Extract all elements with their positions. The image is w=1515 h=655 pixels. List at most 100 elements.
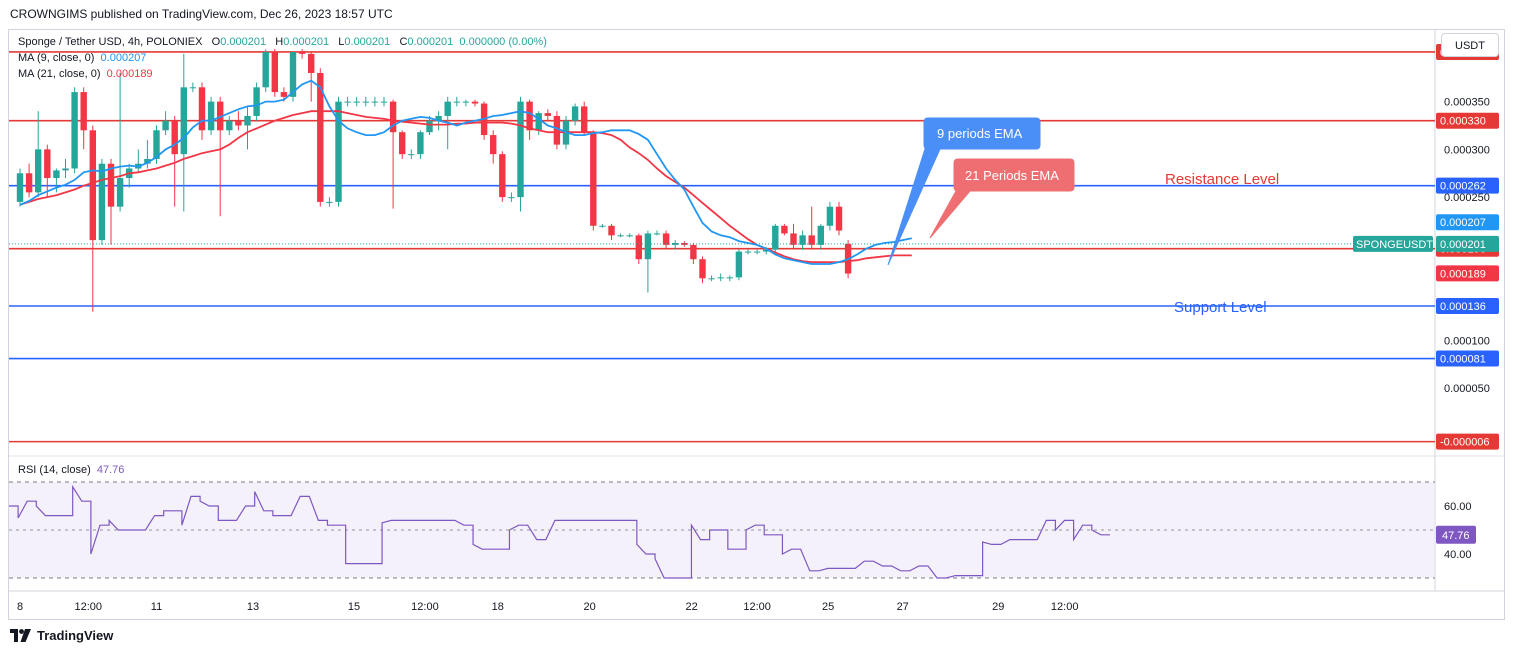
candle bbox=[80, 87, 87, 150]
candle bbox=[490, 130, 497, 164]
candle bbox=[553, 111, 561, 150]
tradingview-logo[interactable]: TradingView bbox=[10, 628, 113, 643]
candle bbox=[317, 68, 324, 207]
candle bbox=[599, 223, 606, 228]
candle-body bbox=[180, 87, 187, 155]
candle bbox=[790, 223, 797, 250]
candle-body bbox=[80, 92, 87, 131]
candle bbox=[644, 230, 652, 293]
candle bbox=[244, 106, 251, 150]
candle bbox=[426, 115, 433, 136]
price-axis-tick: 0.000250 bbox=[1444, 192, 1490, 204]
candle bbox=[289, 51, 297, 102]
legend-l-label: L bbox=[338, 36, 345, 48]
candle bbox=[35, 111, 42, 198]
candle-body bbox=[617, 235, 624, 237]
candle-body bbox=[71, 92, 78, 169]
candle bbox=[262, 49, 269, 93]
candle-body bbox=[653, 233, 661, 235]
candle-body bbox=[62, 168, 69, 171]
rsi-line bbox=[9, 484, 1110, 579]
price-tag-label: 0.000189 bbox=[1440, 268, 1486, 280]
candle bbox=[353, 96, 360, 107]
candle bbox=[408, 149, 415, 159]
candle bbox=[417, 130, 424, 159]
candle-body bbox=[753, 251, 761, 253]
candle bbox=[471, 99, 479, 107]
candle bbox=[226, 115, 233, 136]
legend-ma21-row[interactable]: MA (21, close, 0) 0.000189 bbox=[18, 68, 153, 80]
candle bbox=[389, 99, 397, 209]
candle-body bbox=[508, 197, 515, 199]
candle bbox=[126, 163, 133, 188]
candle-body bbox=[289, 51, 297, 97]
candle-body bbox=[535, 113, 542, 131]
resistance-level-label: Resistance Level bbox=[1165, 171, 1279, 188]
candle-body bbox=[462, 101, 470, 103]
candle bbox=[253, 82, 260, 121]
candle bbox=[690, 242, 697, 264]
candle-body bbox=[89, 130, 96, 241]
candle-body bbox=[326, 201, 333, 203]
time-axis-tick: 12:00 bbox=[743, 601, 771, 613]
candle bbox=[298, 49, 306, 59]
candle bbox=[271, 49, 278, 97]
candle-body bbox=[726, 277, 733, 279]
legend-change: 0.000000 (0.00%) bbox=[459, 36, 547, 48]
candle-body bbox=[389, 101, 397, 133]
time-axis-tick: 25 bbox=[822, 601, 834, 613]
legend-ma21-value: 0.000189 bbox=[106, 68, 153, 80]
candle bbox=[326, 197, 333, 207]
candle-body bbox=[271, 51, 278, 93]
candle-body bbox=[35, 149, 42, 193]
publisher-header: CROWNGIMS published on TradingView.com, … bbox=[10, 7, 393, 21]
level-tag-label: 0.000262 bbox=[1440, 181, 1486, 193]
legend-close: 0.000201 bbox=[407, 36, 454, 48]
candle bbox=[626, 233, 633, 238]
candle bbox=[590, 130, 597, 231]
candle-body bbox=[408, 154, 415, 156]
time-axis-tick: 13 bbox=[247, 601, 259, 613]
candle bbox=[371, 96, 379, 107]
ma21-price-tag: 0.000189 bbox=[1436, 265, 1499, 282]
last-price-tag: 0.000201 bbox=[1436, 235, 1499, 252]
candle-body bbox=[817, 225, 824, 245]
tradingview-logo-text: TradingView bbox=[37, 628, 114, 643]
candle-body bbox=[426, 120, 433, 133]
candle bbox=[608, 223, 615, 241]
candle bbox=[835, 201, 843, 236]
candle-body bbox=[226, 120, 233, 131]
candle-body bbox=[298, 51, 306, 54]
candle bbox=[781, 223, 788, 236]
legend-symbol-row: Sponge / Tether USD, 4h, POLONIEX O0.000… bbox=[18, 36, 547, 48]
candle-body bbox=[453, 101, 460, 103]
candle-body bbox=[799, 235, 806, 245]
candle bbox=[344, 96, 351, 107]
candle-body bbox=[717, 277, 724, 279]
candle-body bbox=[353, 101, 360, 103]
time-axis-tick: 12:00 bbox=[1051, 601, 1079, 613]
currency-selector-button[interactable]: USDT bbox=[1441, 33, 1499, 57]
legend-open: 0.000201 bbox=[220, 36, 267, 48]
support-level-tag: 0.000262 bbox=[1436, 177, 1499, 194]
rsi-tag-label: 47.76 bbox=[1442, 530, 1470, 542]
candle-body bbox=[344, 101, 351, 103]
legend-ma9-value: 0.000207 bbox=[100, 52, 147, 64]
candle-body bbox=[16, 173, 24, 202]
candle bbox=[735, 249, 743, 281]
resistance-level-tag: 0.000330 bbox=[1436, 112, 1499, 129]
candle bbox=[171, 115, 178, 207]
legend-rsi-label: RSI (14, close) bbox=[18, 464, 91, 476]
legend-symbol: Sponge / Tether USD, 4h, POLONIEX bbox=[18, 36, 203, 48]
ma9-line bbox=[19, 79, 912, 265]
candle-body bbox=[280, 92, 288, 97]
candle-body bbox=[626, 235, 633, 237]
support-level-tag: 0.000081 bbox=[1436, 350, 1499, 367]
time-axis-tick: 18 bbox=[492, 601, 504, 613]
time-axis-tick: 22 bbox=[685, 601, 697, 613]
legend-ma9-row[interactable]: MA (9, close, 0) 0.000207 bbox=[18, 52, 146, 64]
candle bbox=[544, 109, 551, 121]
legend-rsi-row[interactable]: RSI (14, close) 47.76 bbox=[18, 464, 124, 476]
candle bbox=[207, 96, 215, 136]
